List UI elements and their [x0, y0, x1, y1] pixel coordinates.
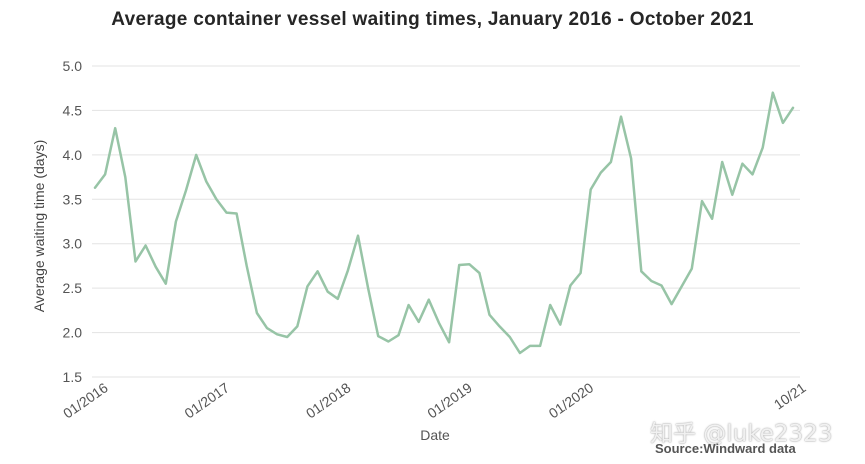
- x-tick-label: 01/2020: [546, 379, 597, 421]
- x-tick-label: 01/2019: [424, 379, 475, 421]
- source-note: Source:Windward data: [655, 441, 796, 456]
- x-axis-label: Date: [420, 427, 450, 443]
- y-tick-label: 1.5: [63, 369, 83, 385]
- x-tick-label: 01/2016: [60, 379, 111, 421]
- x-tick-label: 01/2018: [303, 379, 354, 421]
- x-tick-label: 10/21: [771, 379, 809, 412]
- y-tick-label: 4.5: [63, 102, 83, 118]
- y-tick-label: 3.5: [63, 191, 83, 207]
- chart-title: Average container vessel waiting times, …: [111, 9, 754, 30]
- series-line-waiting-time: [93, 91, 795, 355]
- y-tick-label: 2.0: [63, 325, 83, 341]
- y-axis-label: Average waiting time (days): [31, 140, 47, 312]
- y-tick-label: 4.0: [63, 147, 83, 163]
- y-tick-label: 5.0: [63, 58, 83, 74]
- y-tick-label: 2.5: [63, 280, 83, 296]
- series-group: [93, 91, 795, 355]
- x-tick-label: 01/2017: [181, 379, 232, 421]
- gridlines: [92, 65, 800, 378]
- y-tick-labels: 1.5 2.0 2.5 3.0 3.5 4.0 4.5 5.0: [63, 58, 83, 385]
- y-tick-label: 3.0: [63, 236, 83, 252]
- watermark: 知乎 @luke2323: [650, 421, 833, 447]
